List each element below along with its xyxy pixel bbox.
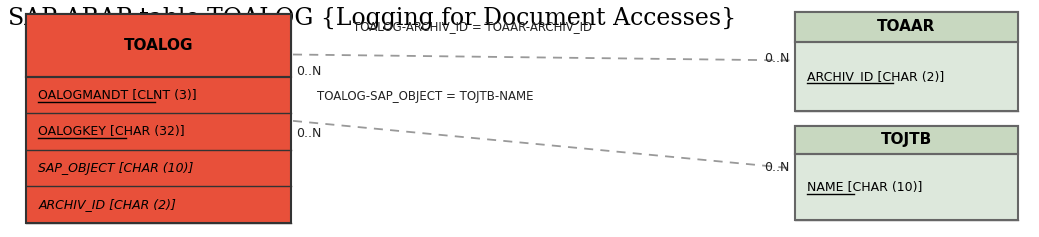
Text: OALOGMANDT [CLNT (3)]: OALOGMANDT [CLNT (3)] <box>38 89 197 101</box>
Text: ARCHIV_ID [CHAR (2)]: ARCHIV_ID [CHAR (2)] <box>38 198 177 211</box>
FancyBboxPatch shape <box>26 14 291 223</box>
Text: SAP_OBJECT [CHAR (10)]: SAP_OBJECT [CHAR (10)] <box>38 162 194 174</box>
Text: TOALOG-ARCHIV_ID = TOAAR-ARCHIV_ID: TOALOG-ARCHIV_ID = TOAAR-ARCHIV_ID <box>353 20 592 33</box>
FancyBboxPatch shape <box>795 126 1018 154</box>
Text: 0..N: 0..N <box>296 65 321 77</box>
Text: 0..N: 0..N <box>764 161 789 173</box>
Text: NAME [CHAR (10)]: NAME [CHAR (10)] <box>807 181 923 194</box>
FancyBboxPatch shape <box>795 126 1018 220</box>
FancyBboxPatch shape <box>795 12 1018 111</box>
Text: OALOGKEY [CHAR (32)]: OALOGKEY [CHAR (32)] <box>38 125 185 138</box>
Text: ARCHIV_ID [CHAR (2)]: ARCHIV_ID [CHAR (2)] <box>807 70 944 83</box>
FancyBboxPatch shape <box>795 12 1018 42</box>
FancyBboxPatch shape <box>26 14 291 77</box>
Text: TOALOG: TOALOG <box>124 38 193 53</box>
Text: TOAAR: TOAAR <box>877 19 936 34</box>
Text: TOJTB: TOJTB <box>881 132 932 147</box>
Text: SAP ABAP table TOALOG {Logging for Document Accesses}: SAP ABAP table TOALOG {Logging for Docum… <box>8 7 737 30</box>
Text: 0..N: 0..N <box>296 128 321 140</box>
Text: TOALOG-SAP_OBJECT = TOJTB-NAME: TOALOG-SAP_OBJECT = TOJTB-NAME <box>317 90 533 103</box>
Text: 0..N: 0..N <box>764 52 789 64</box>
